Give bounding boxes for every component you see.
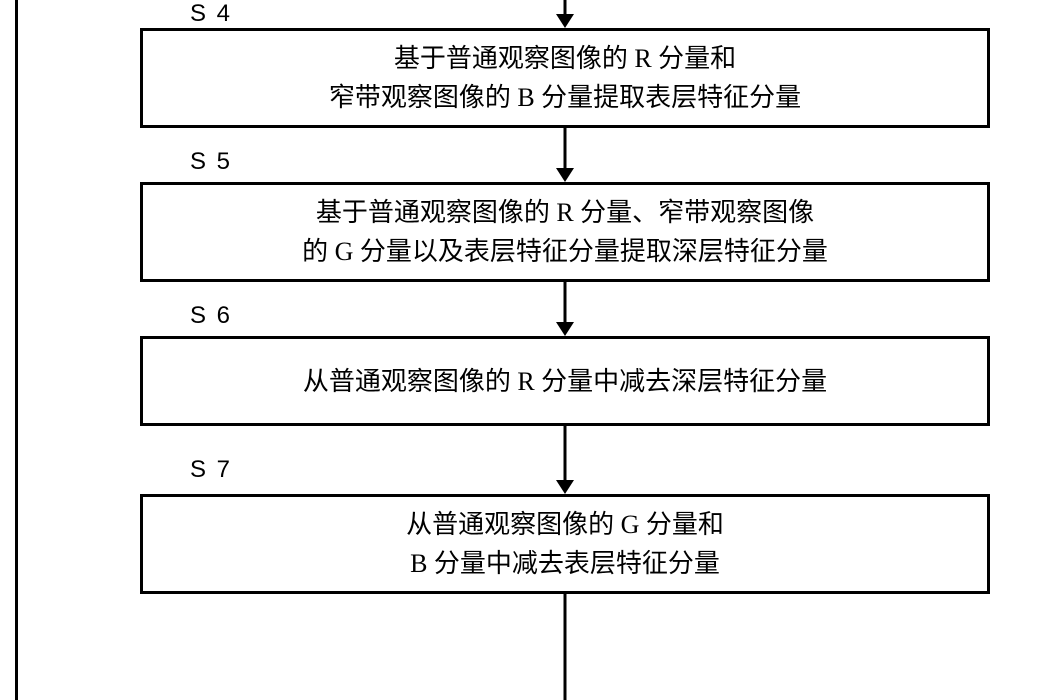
step-box-s7: 从普通观察图像的 G 分量和 B 分量中减去表层特征分量 <box>140 494 990 594</box>
step-label-s6: S 6 <box>190 302 232 330</box>
arrow-line <box>564 128 567 168</box>
step-text: B 分量中减去表层特征分量 <box>410 544 720 583</box>
step-box-s4: 基于普通观察图像的 R 分量和 窄带观察图像的 B 分量提取表层特征分量 <box>140 28 990 128</box>
arrow-line <box>564 282 567 322</box>
step-box-s6: 从普通观察图像的 R 分量中减去深层特征分量 <box>140 336 990 426</box>
step-text: 基于普通观察图像的 R 分量、窄带观察图像 <box>316 193 814 232</box>
step-label-s5: S 5 <box>190 148 232 176</box>
step-text: 基于普通观察图像的 R 分量和 <box>394 39 736 78</box>
step-label-s4: S 4 <box>190 0 232 28</box>
arrow-line <box>564 594 567 700</box>
step-text: 从普通观察图像的 G 分量和 <box>406 505 724 544</box>
left-side-border <box>15 0 18 700</box>
arrow-head-icon <box>556 14 574 28</box>
step-box-s5: 基于普通观察图像的 R 分量、窄带观察图像 的 G 分量以及表层特征分量提取深层… <box>140 182 990 282</box>
step-label-s7: S 7 <box>190 456 232 484</box>
arrow-head-icon <box>556 168 574 182</box>
arrow-head-icon <box>556 480 574 494</box>
step-text: 窄带观察图像的 B 分量提取表层特征分量 <box>329 78 801 117</box>
arrow-line <box>564 0 567 14</box>
step-text: 的 G 分量以及表层特征分量提取深层特征分量 <box>302 232 828 271</box>
step-text: 从普通观察图像的 R 分量中减去深层特征分量 <box>303 362 827 401</box>
arrow-line <box>564 426 567 480</box>
arrow-head-icon <box>556 322 574 336</box>
